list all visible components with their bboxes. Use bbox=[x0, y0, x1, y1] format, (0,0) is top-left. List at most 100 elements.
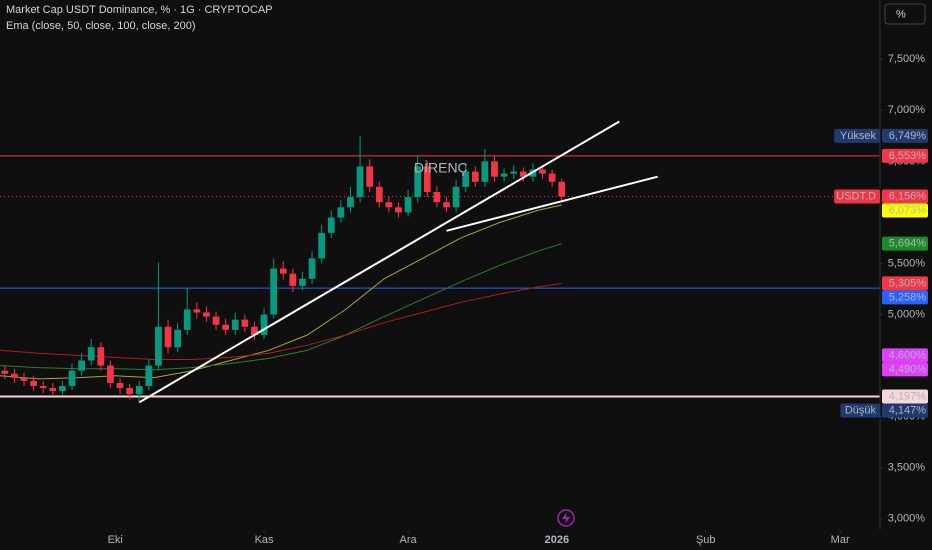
price-label-box bbox=[882, 276, 928, 291]
y-tick-label: 3,500% bbox=[888, 462, 926, 474]
candle-body bbox=[231, 319, 239, 330]
candle-body bbox=[519, 171, 527, 177]
price-label-box bbox=[882, 389, 928, 404]
candle-body bbox=[20, 377, 28, 381]
candle-body bbox=[270, 268, 278, 315]
candle-body bbox=[500, 173, 508, 177]
candle-body bbox=[107, 365, 114, 383]
candle-body bbox=[203, 312, 210, 317]
candle-body bbox=[471, 171, 479, 182]
price-label: 5,305% bbox=[889, 277, 927, 289]
price-label: 6,749% bbox=[889, 130, 927, 142]
price-label: 4,197% bbox=[889, 390, 927, 402]
price-label: 6,156% bbox=[889, 190, 927, 202]
x-tick-label: Mar bbox=[831, 534, 850, 546]
candle-body bbox=[491, 161, 498, 177]
candle-body bbox=[251, 326, 258, 335]
price-label-box bbox=[882, 403, 928, 418]
candle-body bbox=[97, 347, 105, 366]
plot-area: DİRENÇ bbox=[0, 120, 880, 404]
candle-body bbox=[241, 319, 249, 327]
price-label: 4,147% bbox=[889, 404, 927, 416]
price-label: 5,258% bbox=[889, 291, 927, 303]
scale-button[interactable] bbox=[884, 3, 926, 25]
x-tick-label: Şub bbox=[696, 534, 716, 546]
x-tick-label: Eki bbox=[108, 534, 123, 546]
candle-body bbox=[462, 171, 470, 187]
candle-body bbox=[356, 166, 364, 198]
price-label-box bbox=[882, 189, 928, 204]
ema-line bbox=[0, 282, 562, 360]
trendline bbox=[446, 175, 658, 232]
x-tick-label: Ara bbox=[400, 534, 418, 546]
candle-body bbox=[327, 217, 335, 233]
scale-button-label[interactable]: % bbox=[896, 8, 906, 20]
candle-body bbox=[174, 329, 181, 348]
candle-body bbox=[423, 166, 431, 192]
y-tick-label: 7,000% bbox=[888, 104, 926, 116]
candle-body bbox=[164, 326, 172, 348]
price-label-name: Düşük bbox=[845, 404, 877, 416]
candle-body bbox=[404, 197, 412, 213]
candle-body bbox=[155, 326, 162, 366]
candle-body bbox=[260, 314, 268, 335]
x-tick-label: 2026 bbox=[545, 534, 569, 546]
candle-body bbox=[39, 386, 47, 389]
trendline bbox=[138, 120, 620, 404]
candle-body bbox=[1, 370, 9, 374]
price-label-name-box bbox=[834, 128, 880, 143]
price-label-name: USDT.D bbox=[836, 190, 876, 202]
candle-body bbox=[145, 365, 153, 387]
candle-body bbox=[11, 373, 18, 378]
price-label-name-box bbox=[834, 189, 880, 204]
x-tick-label: Kas bbox=[255, 534, 274, 546]
candle-body bbox=[510, 171, 518, 174]
price-label-box bbox=[882, 236, 928, 251]
lightning-icon[interactable] bbox=[557, 509, 575, 527]
price-label-box bbox=[882, 148, 928, 163]
price-label: 5,694% bbox=[889, 238, 927, 250]
candle-body bbox=[116, 382, 124, 389]
y-tick-label: 5,500% bbox=[888, 257, 926, 269]
candle-body bbox=[539, 169, 546, 174]
candle-body bbox=[49, 388, 57, 392]
price-label-name-box bbox=[840, 403, 880, 418]
candle-body bbox=[299, 278, 306, 286]
price-label-box bbox=[882, 362, 928, 377]
chart-title: Market Cap USDT Dominance, % · 1G · CRYP… bbox=[6, 4, 273, 16]
candle-body bbox=[222, 324, 230, 330]
annotation: DİRENÇ bbox=[414, 159, 468, 176]
candle-body bbox=[318, 232, 326, 259]
price-label-box bbox=[882, 203, 928, 218]
price-label: 6,553% bbox=[889, 150, 927, 162]
price-label-box bbox=[882, 348, 928, 363]
candle-body bbox=[87, 347, 95, 361]
price-label-name: Yüksek bbox=[840, 130, 877, 142]
candle-body bbox=[443, 202, 450, 208]
price-label: 4,490% bbox=[889, 363, 927, 375]
candle-body bbox=[289, 273, 297, 286]
candle-body bbox=[481, 161, 489, 182]
y-tick-label: 7,500% bbox=[888, 53, 926, 65]
candle-body bbox=[375, 186, 383, 203]
price-label: 4,600% bbox=[889, 349, 927, 361]
candle-body bbox=[135, 386, 143, 395]
candle-body bbox=[68, 370, 76, 387]
candle-body bbox=[414, 166, 422, 198]
candle-body bbox=[395, 207, 402, 213]
candle-body bbox=[30, 380, 37, 387]
price-label-box bbox=[882, 128, 928, 143]
candle-body bbox=[385, 202, 393, 208]
price-label-box bbox=[882, 290, 928, 305]
candle-body bbox=[433, 191, 441, 203]
candle-body bbox=[337, 207, 345, 218]
candle-body bbox=[366, 166, 374, 187]
candle-body bbox=[347, 197, 354, 208]
candle-body bbox=[279, 268, 287, 274]
candle-body bbox=[59, 386, 66, 392]
candle-body bbox=[126, 388, 133, 395]
candle-body bbox=[212, 316, 220, 325]
candle-body bbox=[548, 173, 556, 182]
